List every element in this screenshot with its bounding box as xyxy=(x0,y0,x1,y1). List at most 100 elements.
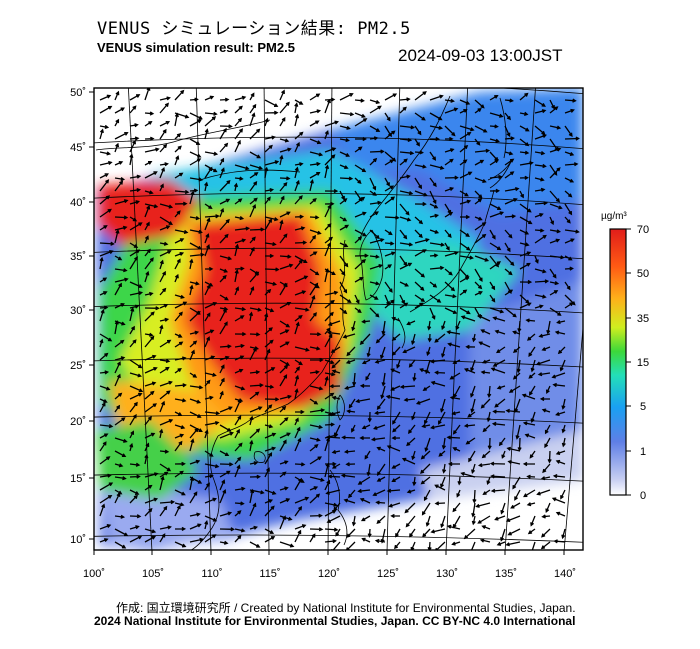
wind-arrow xyxy=(384,93,398,101)
wind-arrow xyxy=(309,251,318,257)
japan-honshu xyxy=(409,189,495,313)
wind-arrow xyxy=(541,408,551,413)
wind-arrow xyxy=(204,116,217,127)
wind-arrow xyxy=(324,461,337,467)
wind-arrow xyxy=(189,258,194,270)
wind-arrow xyxy=(129,359,143,369)
wind-arrow xyxy=(174,424,186,430)
wind-arrow xyxy=(429,164,445,170)
wind-arrow xyxy=(309,234,316,244)
wind-arrow xyxy=(99,160,113,166)
wind-arrow xyxy=(114,476,127,481)
wind-arrow xyxy=(346,346,356,357)
wind-arrow xyxy=(366,463,371,477)
wind-arrow xyxy=(174,301,188,309)
wind-arrow xyxy=(234,528,246,533)
wind-arrow xyxy=(557,346,566,355)
wind-arrow xyxy=(159,500,176,505)
wind-arrow xyxy=(189,252,205,257)
wind-arrow xyxy=(411,411,416,421)
wind-arrow xyxy=(331,359,341,369)
wind-arrow xyxy=(346,409,356,414)
wind-arrow xyxy=(144,403,157,413)
wind-arrow xyxy=(219,109,229,114)
wind-arrow xyxy=(411,450,416,461)
wind-arrow xyxy=(204,379,211,387)
wind-arrow xyxy=(465,437,476,445)
wind-arrow xyxy=(249,428,261,439)
wind-arrow xyxy=(339,224,350,231)
wind-arrow xyxy=(559,359,566,372)
wind-arrow xyxy=(429,213,440,218)
korea-peninsula xyxy=(359,229,384,301)
wind-arrow xyxy=(552,382,566,388)
lon-label: 110˚ xyxy=(201,568,222,580)
wind-arrow xyxy=(522,421,536,426)
wind-arrow xyxy=(459,171,473,179)
wind-arrow xyxy=(279,374,288,387)
wind-arrow xyxy=(159,96,171,101)
wind-arrow xyxy=(234,243,240,257)
wind-arrow xyxy=(309,161,321,167)
wind-arrow xyxy=(354,236,363,244)
wind-arrow xyxy=(279,176,291,181)
wind-arrow xyxy=(420,450,431,460)
wind-arrow xyxy=(189,424,203,432)
wind-arrow xyxy=(534,234,547,244)
wind-arrow xyxy=(99,179,110,192)
wind-arrow xyxy=(491,421,506,427)
wind-arrow xyxy=(279,364,289,374)
wind-arrow xyxy=(512,372,521,380)
border-line-2 xyxy=(199,169,301,181)
wind-arrow xyxy=(324,359,335,365)
wind-arrow xyxy=(339,164,349,170)
lon-label: 130˚ xyxy=(436,568,458,580)
wind-arrow xyxy=(249,474,261,479)
wind-arrow xyxy=(504,98,514,103)
frame-ticks xyxy=(89,91,565,555)
wind-arrow xyxy=(294,214,305,219)
wind-arrow xyxy=(129,442,134,452)
wind-arrow xyxy=(324,372,336,377)
wind-arrow xyxy=(419,368,431,374)
wind-arrow xyxy=(384,299,395,309)
wind-arrow xyxy=(309,198,317,205)
wind-arrow xyxy=(294,307,310,312)
wind-arrow xyxy=(504,289,514,296)
wind-arrow xyxy=(219,207,225,218)
wind-arrow xyxy=(534,228,545,233)
wind-arrow xyxy=(279,320,291,328)
wind-arrow xyxy=(204,420,220,426)
wind-arrow xyxy=(129,462,141,467)
wind-arrow xyxy=(441,437,447,450)
wind-arrow xyxy=(279,181,288,192)
wind-arrow xyxy=(361,359,371,365)
wind-arrow xyxy=(159,380,173,387)
wind-arrow xyxy=(444,307,458,315)
wind-arrow xyxy=(264,384,275,389)
wind-arrow xyxy=(381,320,386,336)
wind-arrow xyxy=(144,111,155,116)
wind-arrow xyxy=(339,93,354,101)
wind-arrow xyxy=(174,229,189,235)
wind-arrow xyxy=(114,118,120,127)
wind-arrow xyxy=(219,488,227,504)
wind-arrow xyxy=(414,249,427,257)
wind-arrow xyxy=(541,514,551,519)
wind-arrow xyxy=(414,164,427,169)
hainan xyxy=(253,451,266,463)
wind-arrow xyxy=(370,437,386,442)
wind-arrow xyxy=(564,255,573,261)
wind-arrow xyxy=(444,125,456,137)
wind-arrow xyxy=(357,488,371,494)
wind-arrow xyxy=(421,423,431,429)
wind-arrow xyxy=(474,268,483,282)
wind-arrow xyxy=(552,474,566,479)
wind-arrow xyxy=(427,541,432,550)
wind-arrow xyxy=(249,439,254,452)
wind-arrow xyxy=(447,461,461,467)
wind-arrow xyxy=(174,383,187,388)
wind-arrow xyxy=(534,109,547,114)
wind-arrow xyxy=(540,541,551,550)
